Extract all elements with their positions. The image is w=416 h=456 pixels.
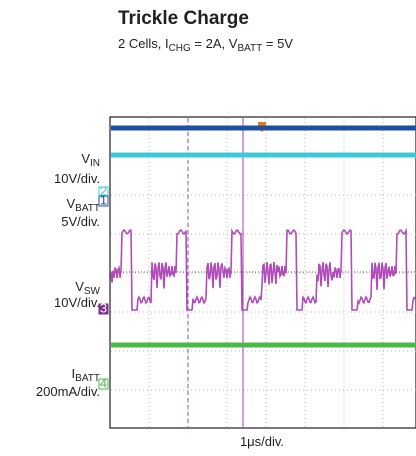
channel-scale: 10V/div.	[54, 171, 100, 186]
channel-symbol: V	[75, 279, 84, 294]
channel-marker-label: 1	[100, 193, 107, 208]
channel-subscript: BATT	[75, 373, 100, 384]
channel-subscript: IN	[90, 158, 100, 169]
channel-scale: 10V/div.	[54, 295, 100, 310]
channel-symbol: V	[67, 196, 76, 211]
channel-name: VSW	[75, 279, 100, 297]
channel-symbol: I	[72, 366, 76, 381]
channel-marker	[98, 303, 109, 315]
channel-subscript: SW	[84, 286, 101, 297]
subtitle-sub: CHG	[169, 43, 191, 54]
subtitle-sub: BATT	[237, 43, 262, 54]
subtitle: 2 Cells, ICHG = 2A, VBATT = 5V	[118, 36, 293, 54]
channel-scale: 200mA/div.	[36, 384, 100, 399]
channel-symbol: V	[81, 151, 90, 166]
channel-name: VBATT	[67, 196, 101, 214]
x-scale-label: 1μs/div.	[240, 434, 284, 449]
subtitle-part: 2 Cells, I	[118, 36, 169, 51]
channel-marker	[98, 378, 109, 390]
subtitle-part: = 5V	[262, 36, 293, 51]
channel-scale: 5V/div.	[61, 214, 100, 229]
channel-marker	[98, 195, 109, 207]
channel-marker-label: 2	[100, 184, 107, 199]
title: Trickle Charge	[118, 8, 249, 29]
channel-name: VIN	[81, 151, 100, 169]
subtitle-part: = 2A, V	[191, 36, 238, 51]
channel-name: IBATT	[72, 366, 100, 384]
trace-vsw	[110, 227, 416, 311]
channel-labels: VIN10V/div.VBATT5V/div.VSW10V/div.IBATT2…	[36, 151, 109, 399]
channel-marker-label: 4	[100, 376, 107, 391]
channel-marker-label: 3	[100, 301, 107, 316]
channel-subscript: BATT	[75, 203, 100, 214]
